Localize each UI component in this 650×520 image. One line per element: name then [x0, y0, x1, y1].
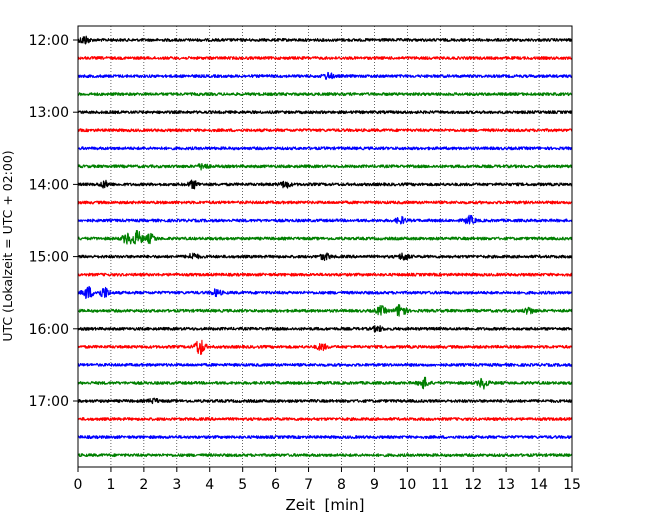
- trace-23: [77, 453, 573, 458]
- y-tick-label-1: 13:00: [29, 105, 69, 121]
- x-tick-label-8: 8: [337, 477, 346, 493]
- y-tick-label-5: 17:00: [29, 394, 69, 410]
- x-tick-label-4: 4: [205, 477, 214, 493]
- y-tick-label-0: 12:00: [29, 33, 69, 49]
- trace-0: [77, 35, 573, 45]
- trace-4: [77, 110, 573, 115]
- x-tick-label-13: 13: [497, 477, 515, 493]
- x-tick-label-5: 5: [238, 477, 247, 493]
- trace-19: [77, 376, 573, 390]
- plot-frame: [77, 25, 573, 468]
- trace-17: [77, 339, 573, 356]
- y-tick-label-4: 16:00: [29, 322, 69, 338]
- x-tick-label-10: 10: [398, 477, 416, 493]
- trace-21: [77, 417, 573, 422]
- trace-5: [77, 128, 573, 133]
- x-tick-label-7: 7: [304, 477, 313, 493]
- x-tick-label-11: 11: [431, 477, 449, 493]
- trace-11: [77, 229, 573, 245]
- x-tick-label-15: 15: [563, 477, 581, 493]
- trace-3: [77, 92, 573, 97]
- trace-12: [77, 252, 573, 262]
- y-axis-ticks: 12:00 13:00 14:00 15:00 16:00 17:00: [29, 33, 78, 410]
- trace-1: [77, 56, 573, 61]
- trace-22: [77, 435, 573, 440]
- y-axis-label: UTC (Lokalzeit = UTC + 02:00): [0, 150, 15, 341]
- trace-18: [77, 362, 573, 367]
- trace-15: [77, 303, 573, 317]
- trace-20: [77, 397, 573, 405]
- trace-14: [77, 285, 573, 300]
- x-tick-label-12: 12: [464, 477, 482, 493]
- trace-2: [77, 71, 573, 80]
- trace-9: [77, 200, 573, 205]
- trace-7: [77, 163, 573, 171]
- x-tick-label-14: 14: [530, 477, 548, 493]
- trace-13: [77, 272, 573, 277]
- x-tick-label-3: 3: [172, 477, 181, 493]
- x-tick-label-2: 2: [139, 477, 148, 493]
- x-tick-label-0: 0: [74, 477, 83, 493]
- x-tick-label-1: 1: [106, 477, 115, 493]
- x-axis-label: Zeit [min]: [285, 496, 364, 514]
- x-tick-label-6: 6: [271, 477, 280, 493]
- seismogram-traces: [77, 35, 573, 458]
- trace-8: [77, 179, 573, 190]
- trace-16: [77, 325, 573, 333]
- y-tick-label-2: 14:00: [29, 177, 69, 193]
- y-tick-label-3: 15:00: [29, 250, 69, 266]
- trace-6: [77, 146, 573, 151]
- x-axis-ticks: 0 1 2 3 4 5 6 7 8 9 10 11 12 13 14 15: [74, 467, 581, 493]
- trace-10: [77, 214, 573, 225]
- x-tick-label-9: 9: [370, 477, 379, 493]
